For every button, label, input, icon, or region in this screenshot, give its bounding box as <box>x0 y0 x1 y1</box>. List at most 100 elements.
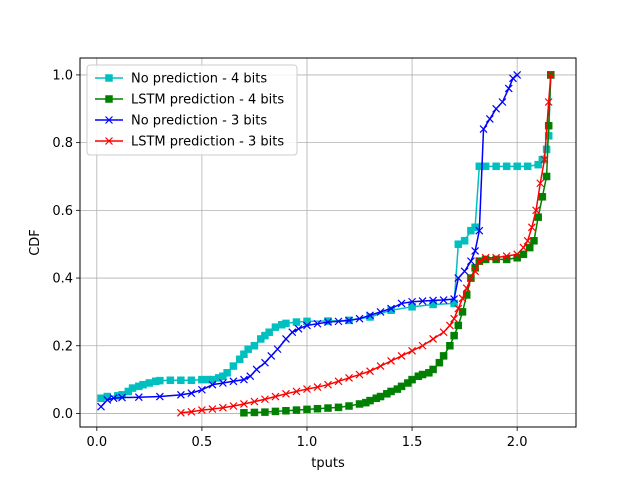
data-point <box>282 407 290 415</box>
data-point <box>128 384 137 392</box>
x-tick-label: 1.0 <box>297 435 318 450</box>
y-tick-label: 0.2 <box>52 339 73 354</box>
data-point <box>292 387 301 396</box>
data-point <box>387 357 395 365</box>
legend-entry: LSTM prediction - 3 bits <box>95 135 284 150</box>
data-point <box>536 179 545 188</box>
data-point <box>526 243 534 252</box>
legend: No prediction - 4 bits LSTM prediction - … <box>86 64 298 156</box>
series-3 <box>97 71 522 411</box>
data-point <box>218 379 227 387</box>
data-point <box>376 307 385 316</box>
x-tick-label: 2.0 <box>507 435 528 450</box>
data-point <box>176 408 185 417</box>
data-point <box>408 375 416 384</box>
data-point <box>387 387 395 396</box>
data-point <box>265 328 273 336</box>
data-point <box>538 193 547 201</box>
data-point <box>454 321 463 330</box>
data-point <box>240 350 248 358</box>
legend-swatch-marker <box>105 74 113 82</box>
data-point <box>334 403 343 412</box>
data-point <box>324 380 332 389</box>
data-point <box>397 299 406 308</box>
data-point <box>118 393 126 402</box>
data-point <box>458 308 467 316</box>
data-point <box>397 382 406 391</box>
y-tick-label: 0.6 <box>52 204 73 219</box>
data-point <box>519 250 528 259</box>
data-point <box>97 402 105 411</box>
data-point <box>355 370 364 379</box>
data-point <box>324 318 332 326</box>
data-point <box>475 226 484 235</box>
data-point <box>145 379 154 387</box>
data-point <box>502 162 511 171</box>
data-point <box>454 304 463 313</box>
data-point <box>240 400 248 408</box>
data-point <box>446 342 454 350</box>
data-point <box>267 351 276 360</box>
data-point <box>235 355 244 364</box>
data-point <box>523 236 532 245</box>
data-point <box>229 377 238 386</box>
data-point <box>492 255 500 264</box>
data-point <box>303 385 311 394</box>
data-point <box>208 405 217 413</box>
y-axis-label: CDF <box>28 229 43 256</box>
data-point <box>418 370 427 379</box>
data-point <box>544 121 553 130</box>
series-2 <box>240 71 555 417</box>
legend-label: LSTM prediction - 4 bits <box>131 93 284 108</box>
data-point <box>187 407 196 416</box>
y-tick-label: 0.8 <box>52 136 73 151</box>
data-point <box>197 406 206 414</box>
data-point <box>460 237 469 245</box>
x-tick-label: 0.0 <box>86 435 107 450</box>
data-point <box>481 253 490 262</box>
legend-entry: No prediction - 3 bits <box>95 114 267 129</box>
data-point <box>376 362 385 370</box>
data-point <box>345 402 353 410</box>
data-point <box>156 376 164 385</box>
data-point <box>334 317 343 326</box>
data-point <box>532 206 540 215</box>
data-point <box>244 345 252 353</box>
data-point <box>252 365 261 374</box>
data-point <box>538 155 547 164</box>
data-point <box>366 311 374 320</box>
data-point <box>523 162 532 171</box>
data-point <box>187 376 196 385</box>
data-point <box>544 98 553 106</box>
data-point <box>288 328 297 337</box>
data-point <box>471 223 479 232</box>
legend-label: No prediction - 3 bits <box>131 114 267 129</box>
data-point <box>313 404 322 413</box>
legend-entry: LSTM prediction - 4 bits <box>95 93 284 108</box>
data-point <box>250 397 259 406</box>
data-point <box>546 71 555 79</box>
data-point <box>109 394 118 403</box>
data-point <box>454 274 463 282</box>
data-point <box>313 319 322 328</box>
data-point <box>97 394 105 402</box>
data-point <box>282 335 290 343</box>
data-point <box>454 240 463 248</box>
data-point <box>429 296 438 305</box>
data-point <box>408 303 416 311</box>
data-point <box>355 400 364 408</box>
data-point <box>458 294 467 303</box>
data-point <box>155 392 164 401</box>
data-point <box>271 323 280 331</box>
data-point <box>466 257 475 266</box>
data-point <box>540 155 549 164</box>
data-point <box>429 335 438 343</box>
data-point <box>542 145 551 154</box>
data-point <box>271 407 280 416</box>
data-point <box>450 314 459 323</box>
data-point <box>223 369 231 377</box>
data-point <box>408 297 416 306</box>
data-point <box>397 351 406 360</box>
data-point <box>250 408 259 417</box>
data-point <box>292 318 301 326</box>
